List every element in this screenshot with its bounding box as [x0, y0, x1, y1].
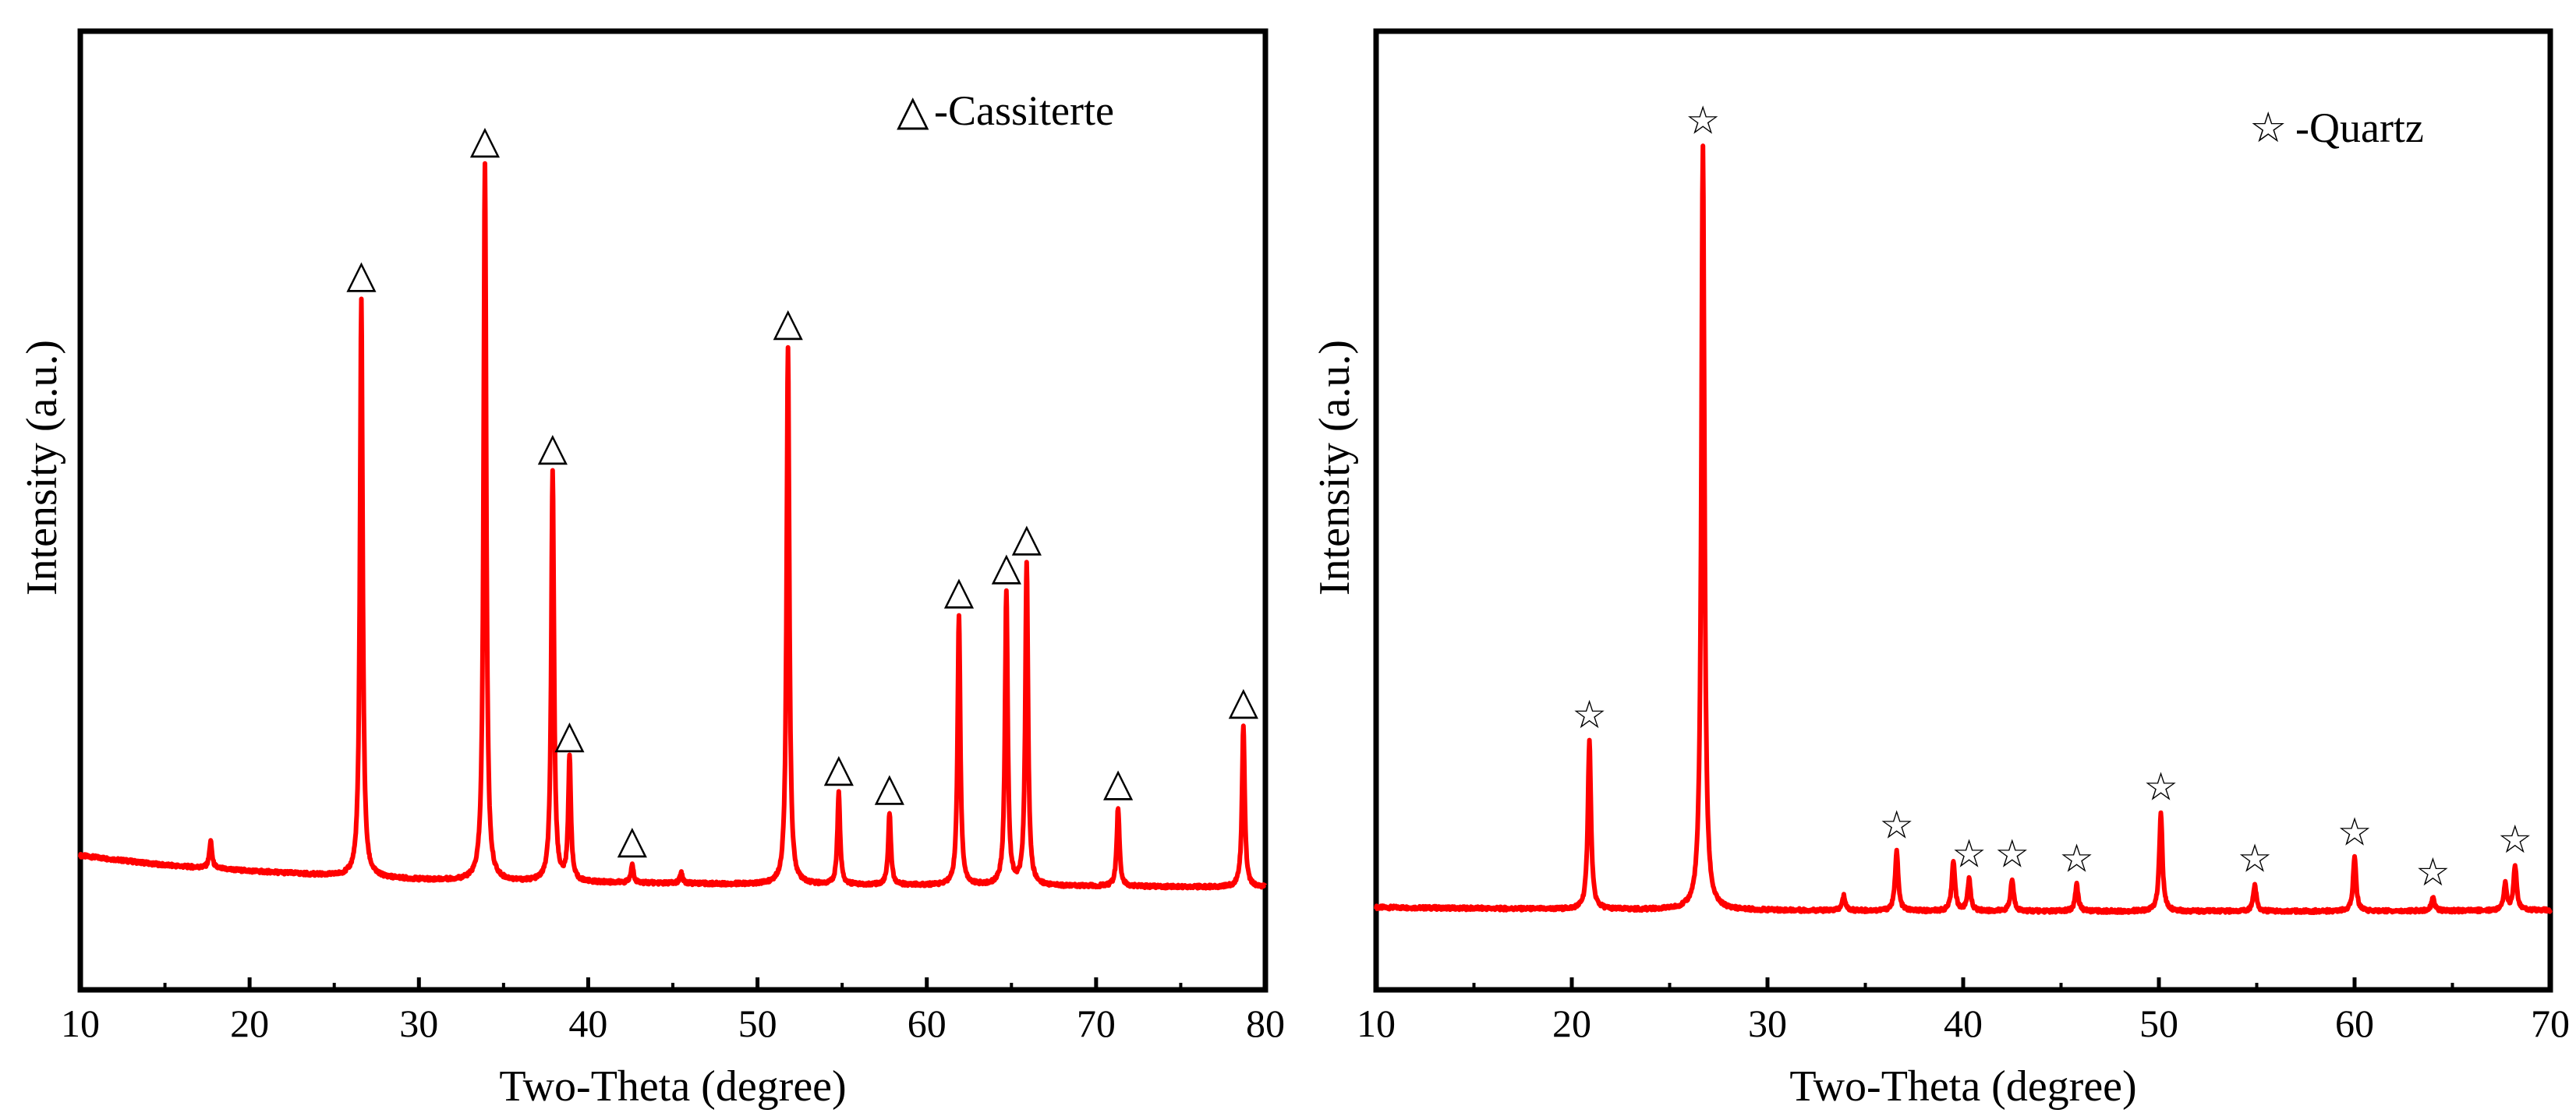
peak-marker: ☆ — [1686, 99, 1721, 143]
right-legend: ☆ -Quartz — [2249, 104, 2424, 151]
x-tick-label: 60 — [2335, 1002, 2374, 1045]
left-x-axis-title: Two-Theta (degree) — [499, 1062, 846, 1111]
peak-point — [209, 839, 213, 843]
x-tick-label: 20 — [230, 1002, 269, 1045]
peak-marker: △ — [554, 712, 585, 756]
left-legend: △ -Cassiterte — [897, 87, 1114, 134]
peak-marker: ☆ — [1879, 804, 1914, 847]
peak-point — [2010, 878, 2014, 882]
peak-marker: ☆ — [2143, 765, 2178, 809]
peak-marker: △ — [346, 252, 377, 295]
peak-point — [2503, 882, 2507, 886]
peak-point — [1116, 806, 1120, 810]
peak-point — [786, 345, 790, 349]
peak-point — [2353, 856, 2356, 860]
peak-point — [957, 614, 961, 618]
peak-point — [1895, 849, 1898, 853]
peak-marker: △ — [538, 425, 568, 468]
x-tick-label: 70 — [2531, 1002, 2570, 1045]
x-tick-label: 40 — [1944, 1002, 1983, 1045]
peak-point — [1024, 561, 1028, 565]
left-legend-label: -Cassiterte — [934, 87, 1114, 134]
peak-point — [1967, 878, 1971, 882]
peak-marker: △ — [617, 818, 648, 861]
left-y-axis-title: Intensity (a.u.) — [18, 340, 66, 595]
peak-marker: △ — [944, 568, 975, 612]
peak-point — [1004, 590, 1008, 594]
x-tick-label: 60 — [908, 1002, 947, 1045]
x-tick-label: 10 — [1357, 1002, 1396, 1045]
xrd-trace-line — [78, 161, 1268, 891]
peak-point — [887, 811, 891, 814]
x-tick-label: 20 — [1552, 1002, 1591, 1045]
peak-marker: ☆ — [1994, 832, 2029, 876]
x-tick-label: 80 — [1246, 1002, 1285, 1045]
peak-marker: △ — [470, 118, 501, 161]
peak-point — [2431, 896, 2435, 899]
peak-point — [1587, 739, 1591, 743]
right-panel-quartz: ☆☆☆☆ ☆ ☆☆☆☆☆☆ 10 20 30 40 50 60 70 Two-Theta (de… — [1311, 28, 2570, 1111]
peak-point — [679, 871, 683, 874]
peak-point — [550, 470, 554, 474]
peak-point — [2253, 882, 2256, 886]
left-panel-cassiterite: △△△△△△△ △△△△△△ 10 20 30 40 50 60 70 80 Two-Theta… — [18, 28, 1285, 1111]
peak-marker: △ — [1229, 679, 1259, 723]
peak-marker: △ — [1103, 760, 1134, 804]
peak-marker: ☆ — [2415, 850, 2450, 894]
peak-marker: △ — [824, 746, 855, 790]
peak-point — [2513, 864, 2517, 867]
peak-marker: △ — [773, 300, 803, 344]
left-x-ticks: 10 20 30 40 50 60 70 80 — [61, 977, 1285, 1045]
right-xrd-trace-group: ☆☆☆☆ ☆ ☆☆☆☆☆☆ — [1374, 99, 2553, 915]
x-tick-label: 30 — [399, 1002, 438, 1045]
peak-point — [568, 758, 571, 761]
right-x-ticks: 10 20 30 40 50 60 70 — [1357, 977, 2570, 1045]
peak-marker: ☆ — [2059, 837, 2094, 881]
left-plot-frame — [77, 28, 1269, 993]
right-y-axis-title: Intensity (a.u.) — [1311, 340, 1359, 595]
left-legend-symbol: △ — [897, 87, 929, 134]
peak-marker: ☆ — [2238, 837, 2273, 881]
peak-marker: △ — [992, 545, 1022, 588]
x-tick-label: 50 — [738, 1002, 777, 1045]
peak-point — [1842, 894, 1845, 898]
x-tick-label: 70 — [1077, 1002, 1116, 1045]
right-x-axis-title: Two-Theta (degree) — [1789, 1062, 2136, 1111]
right-legend-label: -Quartz — [2295, 104, 2424, 151]
peak-point — [630, 864, 634, 867]
xrd-trace-line — [1374, 143, 2553, 915]
peak-point — [1951, 859, 1955, 862]
x-tick-label: 10 — [61, 1002, 100, 1045]
peak-point — [1701, 144, 1705, 148]
peak-marker: △ — [875, 765, 905, 809]
peak-point — [2159, 811, 2163, 814]
peak-point — [837, 791, 840, 795]
peak-point — [1241, 724, 1245, 728]
peak-point — [483, 164, 487, 168]
x-tick-label: 40 — [568, 1002, 607, 1045]
peak-marker: ☆ — [2497, 818, 2532, 861]
peak-marker: △ — [1012, 516, 1042, 560]
x-tick-label: 50 — [2139, 1002, 2178, 1045]
left-xrd-trace-group: △△△△△△△ △△△△△△ — [78, 118, 1268, 891]
peak-point — [359, 298, 363, 302]
peak-marker: ☆ — [1951, 832, 1987, 876]
x-tick-label: 30 — [1748, 1002, 1787, 1045]
peak-marker: ☆ — [1572, 693, 1607, 737]
right-legend-symbol: ☆ — [2249, 104, 2287, 151]
peak-point — [2075, 882, 2079, 886]
peak-marker: ☆ — [2337, 810, 2373, 853]
